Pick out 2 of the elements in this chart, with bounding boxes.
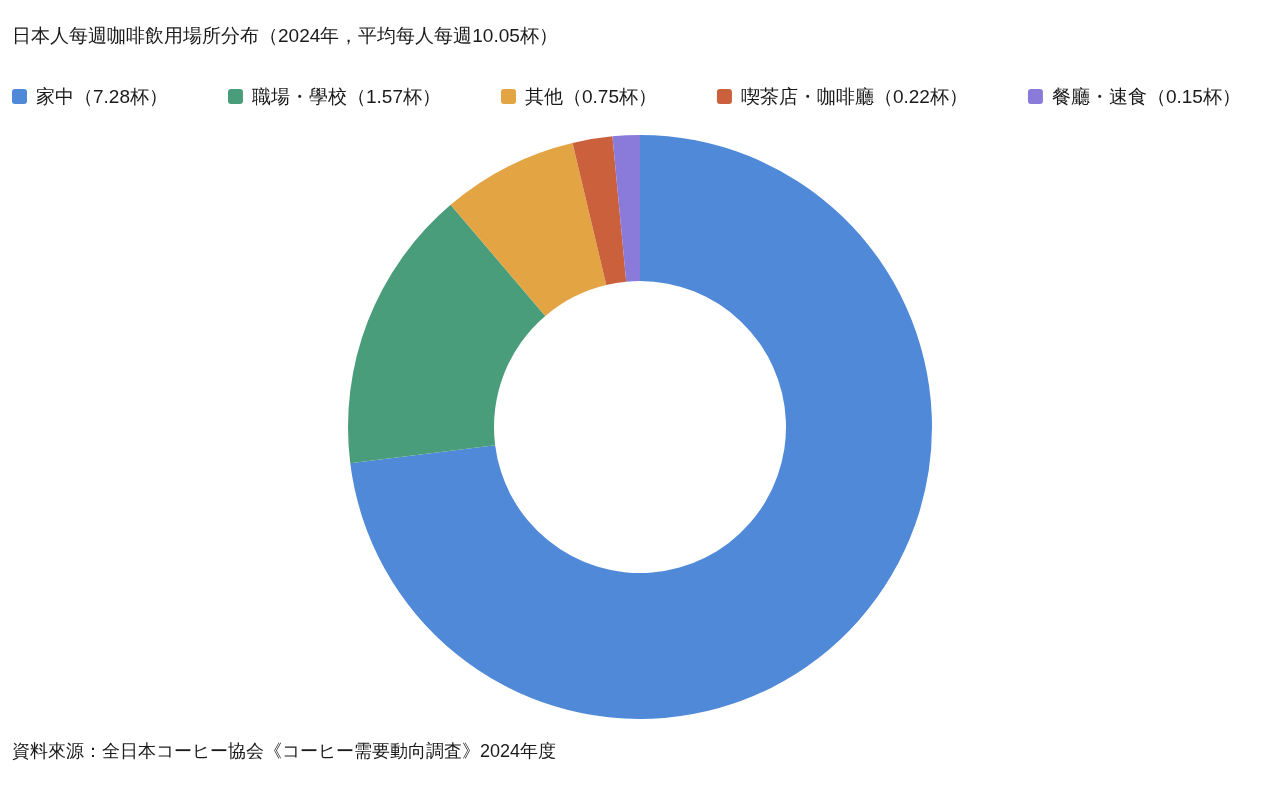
annotation: 資料來源：全日本コーヒー協会《コーヒー需要動向調査》2024年度 xyxy=(12,741,557,761)
title: 日本人每週咖啡飲用場所分布（2024年，平均每人每週10.05杯） xyxy=(12,25,558,46)
